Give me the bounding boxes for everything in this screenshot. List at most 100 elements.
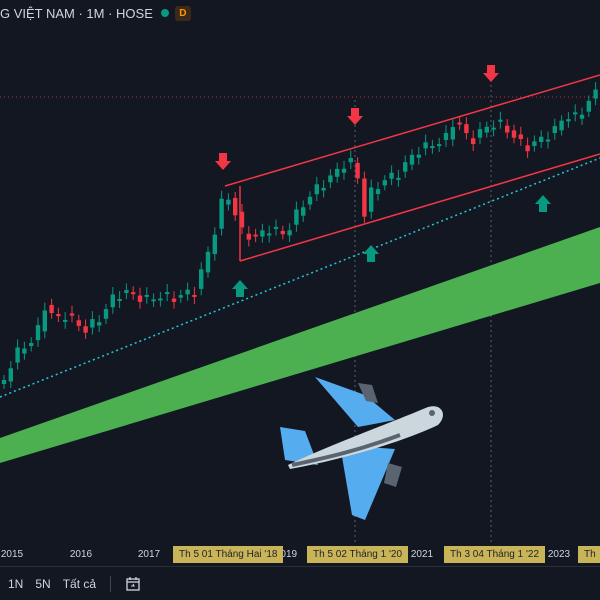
candle-body (579, 114, 585, 119)
candle-body (369, 187, 374, 212)
candle-body (477, 129, 483, 138)
candle-body (110, 294, 115, 308)
candle-body (586, 100, 591, 112)
candle-body (83, 326, 88, 333)
chart-header: G VIỆT NAM · 1M · HOSE D (0, 4, 191, 22)
candle-body (307, 196, 313, 205)
candle-body (165, 292, 170, 295)
candle-body (573, 112, 578, 115)
arrow-down-icon (483, 65, 499, 82)
candle-body (212, 234, 217, 255)
candle-body (185, 289, 190, 295)
candle-body (539, 136, 544, 143)
candle-body (423, 142, 428, 149)
candle-body (90, 319, 95, 328)
candle-body (239, 211, 245, 228)
candle-body (511, 130, 517, 138)
candle-body (56, 314, 61, 317)
candle-body (389, 172, 394, 179)
candle-body (321, 187, 326, 191)
candle-body (525, 145, 530, 152)
time-label: 2023 (547, 549, 571, 560)
candle-body (471, 138, 476, 145)
candle-body (450, 127, 455, 140)
candle-body (1, 380, 7, 384)
arrow-up-icon (363, 245, 379, 262)
candles (1, 82, 598, 389)
time-label: 2021 (410, 549, 434, 560)
candle-body (362, 178, 367, 217)
candle-body (97, 322, 102, 326)
candle-body (76, 320, 81, 326)
channel-lower-line (239, 153, 600, 262)
candle-body (151, 299, 156, 302)
candle-body (253, 234, 258, 237)
airplane-icon (280, 377, 443, 520)
candle-body (566, 119, 571, 122)
candle-body (131, 292, 136, 295)
arrow-down-icon (347, 108, 363, 125)
candle-body (382, 180, 387, 186)
candle-body (15, 347, 20, 363)
candle-body (233, 197, 238, 216)
arrow-up-icon (535, 195, 551, 212)
time-axis[interactable]: 2015 2016 2017 2019 2021 2023 Th 5 01 Th… (0, 544, 600, 566)
candle-body (443, 132, 449, 141)
channel-upper-line (224, 74, 600, 187)
candle-body (518, 134, 523, 139)
candle-body (42, 310, 47, 332)
time-label: 2016 (69, 549, 93, 560)
candle-body (430, 146, 435, 149)
arrow-up-icon (232, 280, 248, 297)
candle-body (273, 226, 279, 229)
candle-body (457, 122, 462, 125)
arrow-down-icon (215, 153, 231, 170)
time-highlight: Th (578, 546, 600, 563)
candle-body (63, 319, 68, 322)
candle-body (205, 251, 211, 273)
candle-body (294, 209, 299, 225)
candle-body (559, 120, 564, 131)
candle-body (396, 177, 401, 180)
candle-body (416, 154, 421, 158)
candle-body (498, 119, 503, 122)
candle-body (137, 295, 143, 302)
candle-body (348, 158, 353, 163)
candle-body (437, 144, 442, 147)
candle-body (22, 348, 27, 354)
candle-body (69, 313, 75, 316)
candle-body (409, 154, 415, 165)
time-highlight: Th 3 04 Tháng 1 '22 (444, 546, 546, 563)
candle-body (280, 230, 285, 235)
candle-body (287, 230, 292, 236)
candle-body (552, 126, 557, 134)
candle-body (29, 343, 34, 347)
timeframe-5d-button[interactable]: 5N (35, 576, 51, 591)
market-status-icon (160, 9, 169, 17)
timeframe-all-button[interactable]: Tất cả (62, 576, 97, 591)
candle-body (355, 162, 360, 179)
candle-body (314, 184, 319, 195)
candle-body (246, 233, 251, 240)
time-label: 2019 (274, 549, 298, 560)
candle-body (199, 269, 204, 289)
timeframe-1d-button[interactable]: 1N (8, 576, 24, 591)
candle-body (484, 126, 489, 133)
candle-body (192, 294, 197, 297)
time-highlight: Th 5 02 Tháng 1 '20 (307, 546, 409, 563)
candle-body (35, 325, 41, 341)
time-highlight: Th 5 01 Tháng Hai '18 (173, 546, 284, 563)
candle-body (103, 309, 109, 319)
candle-body (8, 368, 13, 382)
symbol-title: G VIỆT NAM · 1M · HOSE (0, 5, 153, 21)
candle-body (491, 127, 496, 130)
date-range-icon[interactable] (125, 576, 141, 592)
candle-body (335, 168, 340, 177)
bottom-toolbar: 1N 5N Tất cả (0, 566, 600, 600)
price-chart[interactable] (0, 0, 600, 544)
candle-body (375, 189, 381, 194)
candle-body (171, 298, 177, 302)
candle-body (341, 168, 347, 173)
delay-badge: D (174, 5, 191, 21)
candle-body (124, 290, 129, 294)
